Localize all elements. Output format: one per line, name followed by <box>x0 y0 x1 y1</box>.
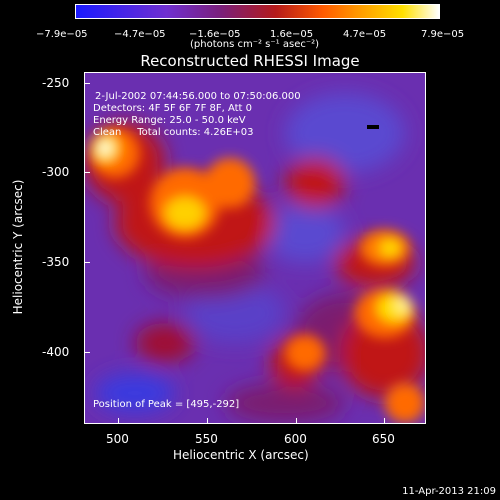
y-tick-label: -300 <box>42 165 70 179</box>
x-tick-label: 600 <box>284 432 307 446</box>
annotation-time: 2-Jul-2002 07:44:56.000 to 07:50:06.000 <box>95 91 301 102</box>
image-title: Reconstructed RHESSI Image <box>140 52 360 70</box>
x-tick-mark <box>384 418 385 424</box>
x-tick-label: 650 <box>372 432 395 446</box>
colorbar-tick: 7.9e−05 <box>421 29 465 40</box>
x-tick-mark <box>296 418 297 424</box>
x-tick-label: 550 <box>195 432 218 446</box>
y-tick-mark <box>84 172 90 173</box>
colorbar-unit: (photons cm⁻² s⁻¹ asec⁻²) <box>190 39 320 50</box>
colorbar-tick: 1.6e−05 <box>270 29 314 40</box>
y-tick-label: -250 <box>42 76 70 90</box>
colorbar-gradient <box>76 5 439 18</box>
rhessi-image-svg <box>85 73 425 423</box>
colorbar-tick: −7.9e−05 <box>36 29 88 40</box>
x-axis-label: Heliocentric X (arcsec) <box>173 448 309 462</box>
y-tick-mark <box>84 83 90 84</box>
colorbar-tick: −1.6e−05 <box>189 29 241 40</box>
annotation-counts: Clean Total counts: 4.26E+03 <box>93 127 254 138</box>
annotation-detectors: Detectors: 4F 5F 6F 7F 8F, Att 0 <box>93 103 253 114</box>
colorbar <box>75 4 440 19</box>
y-tick-mark <box>84 262 90 263</box>
y-tick-label: -350 <box>42 255 70 269</box>
timestamp: 11-Apr-2013 21:09 <box>402 486 496 497</box>
peak-position-label: Position of Peak = [495,-292] <box>93 399 240 410</box>
x-tick-mark <box>118 418 119 424</box>
emission-peaks <box>90 128 425 423</box>
annotation-energy: Energy Range: 25.0 - 50.0 keV <box>93 115 246 126</box>
x-tick-label: 500 <box>106 432 129 446</box>
y-tick-mark <box>84 352 90 353</box>
rhessi-image: 2-Jul-2002 07:44:56.000 to 07:50:06.000 … <box>84 72 426 424</box>
colorbar-tick: 4.7e−05 <box>343 29 387 40</box>
colorbar-tick: −4.7e−05 <box>114 29 166 40</box>
y-tick-label: -400 <box>42 345 70 359</box>
x-tick-mark <box>207 418 208 424</box>
y-axis-label: Heliocentric Y (arcsec) <box>11 179 25 315</box>
dark-pixel <box>367 125 379 129</box>
